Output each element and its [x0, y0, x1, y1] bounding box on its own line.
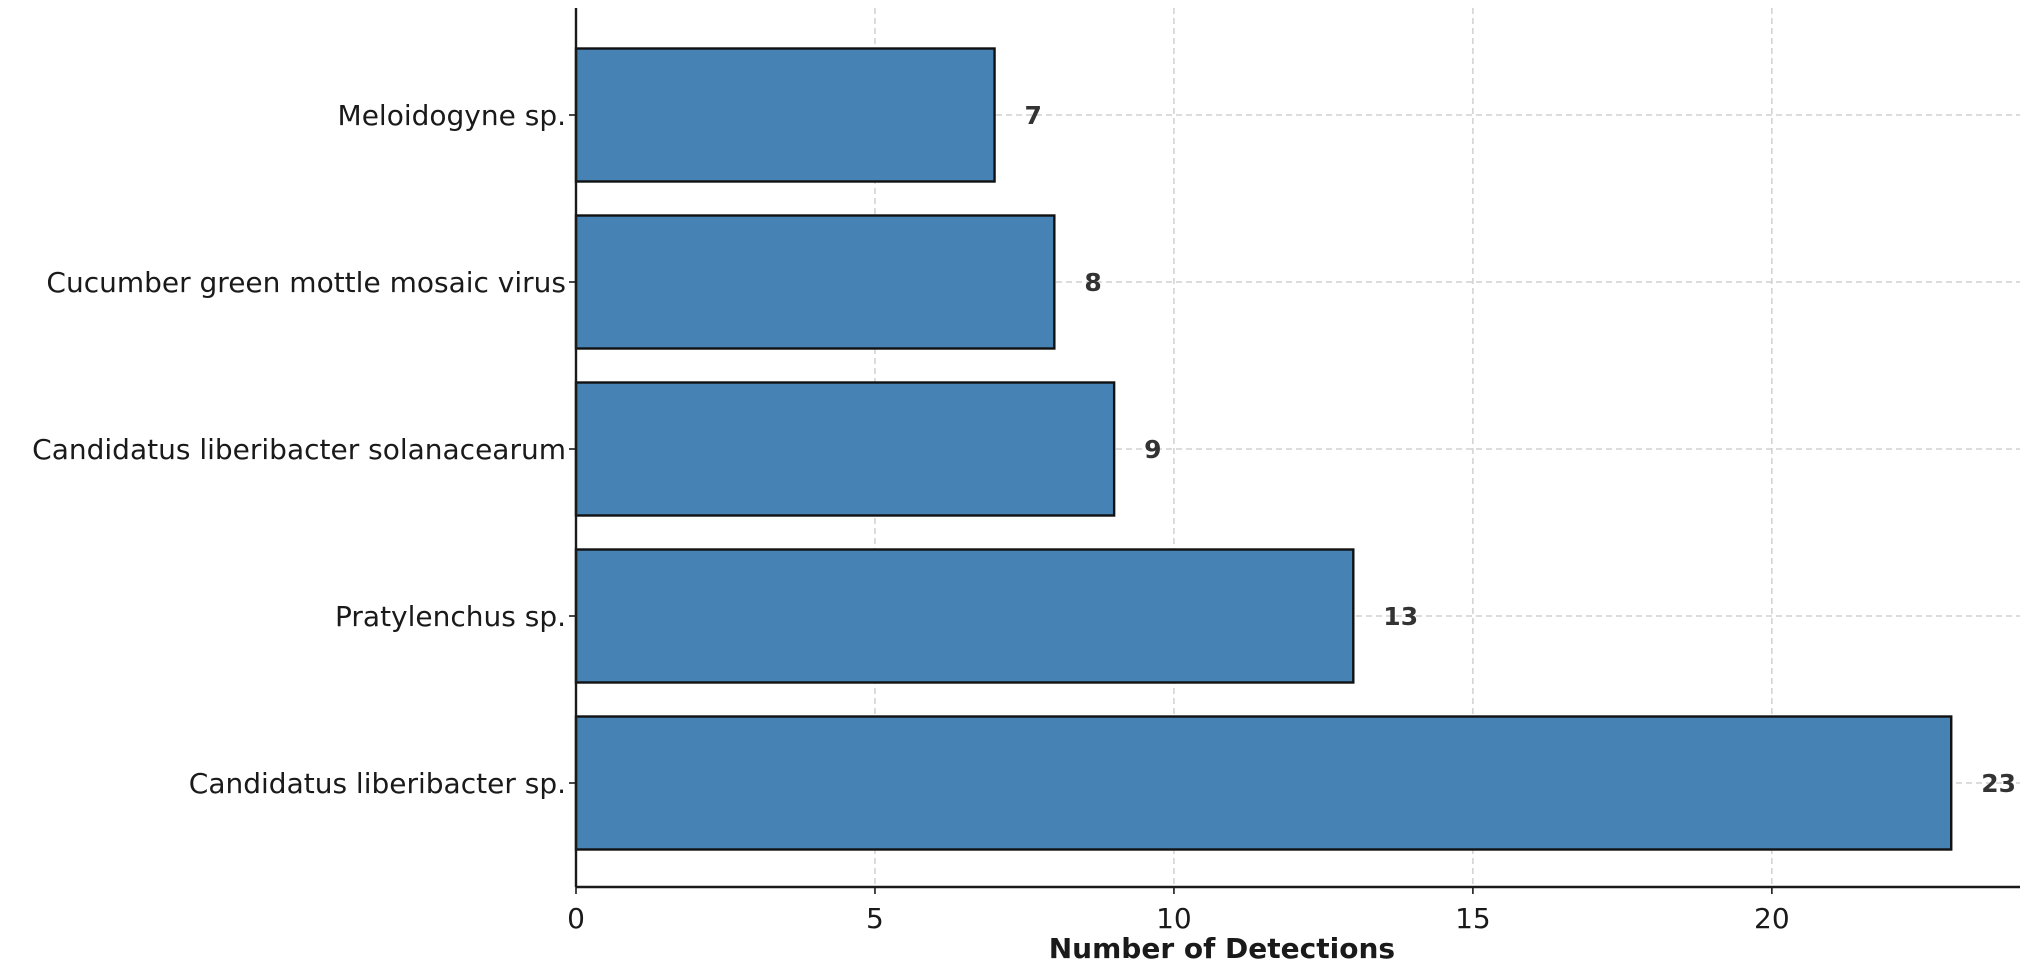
bar: [574, 214, 1056, 350]
bars: [574, 47, 1953, 851]
x-tick-label: 15: [1455, 902, 1491, 935]
category-label: Candidatus liberibacter sp.: [189, 767, 566, 800]
x-tick-label: 5: [866, 902, 884, 935]
bar-value-label: 7: [1025, 101, 1042, 130]
category-labels: Meloidogyne sp. Cucumber green mottle mos…: [32, 99, 566, 800]
category-label: Pratylenchus sp.: [335, 600, 566, 633]
bar-value-label: 9: [1144, 435, 1161, 464]
x-axis-title: Number of Detections: [1049, 932, 1395, 965]
x-tick-label: 0: [567, 902, 585, 935]
bar: [574, 47, 996, 183]
bar-value-label: 13: [1383, 602, 1418, 631]
category-label: Cucumber green mottle mosaic virus: [46, 266, 566, 299]
bar: [574, 381, 1116, 517]
x-tick-label: 20: [1754, 902, 1790, 935]
bar-value-label: 8: [1084, 268, 1101, 297]
category-label: Candidatus liberibacter solanacearum: [32, 433, 566, 466]
bar-value-label: 23: [1981, 769, 2016, 798]
x-tick-label: 10: [1156, 902, 1192, 935]
bar: [574, 715, 1953, 851]
category-label: Meloidogyne sp.: [338, 99, 566, 132]
bar: [574, 548, 1355, 684]
value-labels: 7 8 9 13 23: [1025, 101, 2016, 798]
